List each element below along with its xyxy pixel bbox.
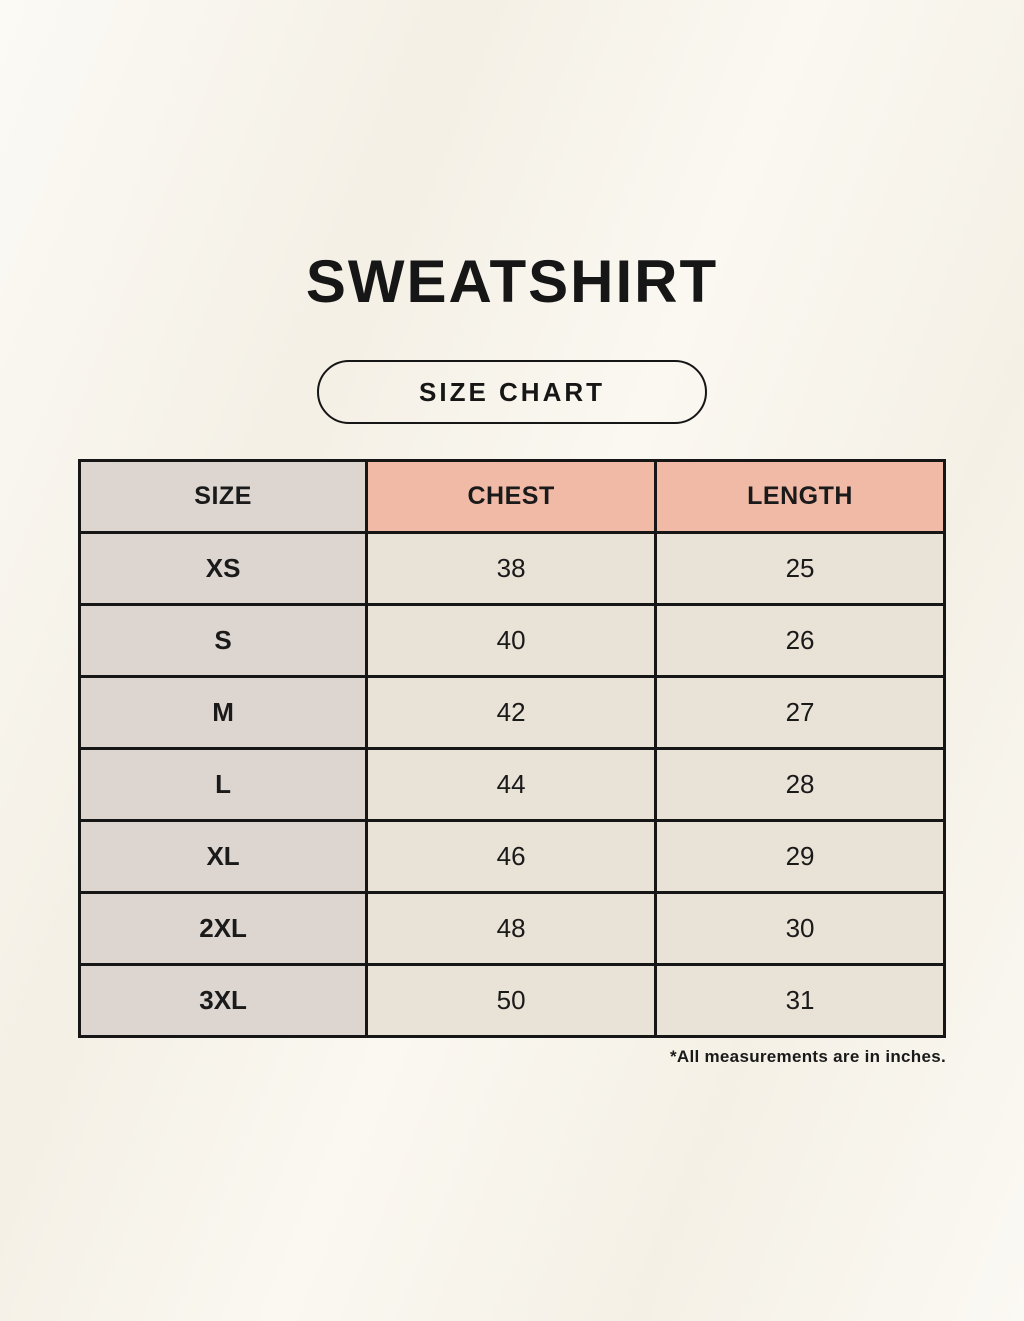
chest-cell: 40 [365, 603, 658, 678]
table-row: L 44 28 [77, 747, 946, 822]
size-chart-badge-label: SIZE CHART [419, 376, 605, 407]
size-chart-badge: SIZE CHART [317, 360, 707, 424]
table-row: XL 46 29 [77, 819, 946, 894]
table-header-row: SIZE CHEST LENGTH [77, 459, 946, 534]
size-cell: M [77, 675, 369, 750]
size-chart-table: SIZE CHEST LENGTH XS 38 25 S 40 26 M 42 … [77, 459, 946, 1038]
table-row: 2XL 48 30 [77, 891, 946, 966]
chest-cell: 48 [365, 891, 658, 966]
chest-cell: 44 [365, 747, 658, 822]
footnote-container: *All measurements are in inches. [78, 1047, 946, 1067]
chest-cell: 50 [365, 963, 658, 1038]
column-header-length: LENGTH [654, 459, 946, 534]
length-cell: 28 [654, 747, 946, 822]
size-cell: 3XL [77, 963, 369, 1038]
chest-cell: 42 [365, 675, 658, 750]
table-header: SIZE CHEST LENGTH [77, 459, 946, 534]
table-row: 3XL 50 31 [77, 963, 946, 1038]
size-cell: 2XL [77, 891, 369, 966]
measurements-footnote: *All measurements are in inches. [669, 1047, 946, 1066]
page-title: SWEATSHIRT [305, 248, 719, 315]
column-header-chest: CHEST [365, 459, 658, 534]
size-cell: XL [77, 819, 369, 894]
size-cell: XS [77, 531, 369, 606]
table-row: S 40 26 [77, 603, 946, 678]
column-header-size: SIZE [77, 459, 369, 534]
table-row: XS 38 25 [77, 531, 946, 606]
size-cell: L [77, 747, 369, 822]
chest-cell: 46 [365, 819, 658, 894]
length-cell: 31 [654, 963, 946, 1038]
length-cell: 26 [654, 603, 946, 678]
size-cell: S [77, 603, 369, 678]
length-cell: 30 [654, 891, 946, 966]
table-body: XS 38 25 S 40 26 M 42 27 L 44 28 XL 46 [77, 531, 946, 1038]
table-row: M 42 27 [77, 675, 946, 750]
length-cell: 25 [654, 531, 946, 606]
length-cell: 29 [654, 819, 946, 894]
chest-cell: 38 [365, 531, 658, 606]
length-cell: 27 [654, 675, 946, 750]
